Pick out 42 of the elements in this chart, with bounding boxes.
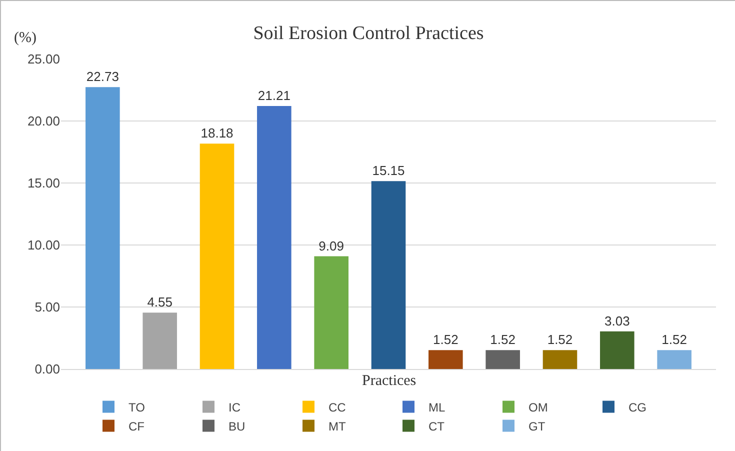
data-label: 18.18 [200,126,234,141]
bar [657,350,692,369]
bar [486,350,520,369]
legend-label: CC [328,400,346,414]
bar [428,350,463,369]
y-tick-label: 5.00 [34,300,60,315]
legend-label: CT [428,419,446,434]
bar [142,312,177,369]
legend-label: IC [228,400,241,414]
data-label: 1.52 [662,332,687,348]
y-axis-title: (%) [14,30,36,46]
legend-label: MT [328,419,346,434]
data-label: 4.55 [147,294,172,310]
data-label: 3.03 [604,313,630,328]
legend-label: ML [428,400,446,414]
legend-label: GT [528,419,546,434]
bar [600,331,634,369]
y-tick-label: 20.00 [27,114,60,129]
data-label: 1.52 [490,332,516,348]
bar [86,87,120,369]
bar [371,181,406,369]
legend-label: BU [228,419,246,434]
data-label: 9.09 [318,238,344,254]
bar [542,350,578,369]
bar [200,144,234,369]
x-axis-title: Practices [362,373,416,389]
data-label: 1.52 [547,332,573,348]
y-tick-label: 25.00 [27,52,60,67]
data-label: 15.15 [372,163,405,178]
data-label: 21.21 [258,88,290,103]
data-label: 1.52 [433,332,458,348]
legend-label: OM [528,400,548,414]
legend-label: TO [128,400,145,414]
data-label: 22.73 [86,69,119,84]
legend-label: CF [128,419,144,434]
chart-title: Soil Erosion Control Practices [253,23,484,44]
y-tick-label: 15.00 [27,176,60,191]
y-tick-label: 0.00 [34,362,60,377]
bar [257,106,292,369]
legend-label: CG [628,400,646,414]
y-tick-label: 10.00 [27,238,60,253]
bar [314,256,348,369]
